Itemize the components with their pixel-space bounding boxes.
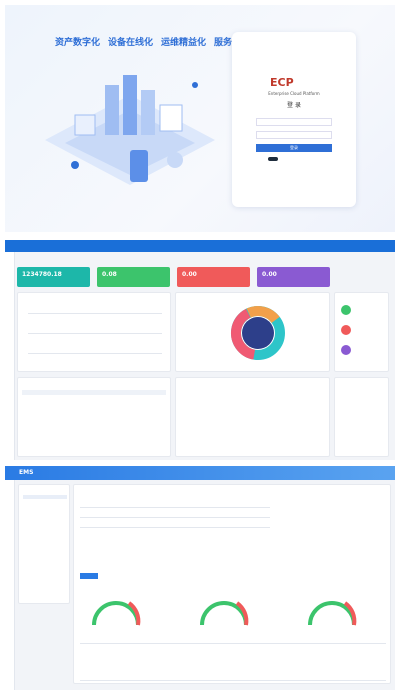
stat-value: 0.08 <box>102 271 117 278</box>
detail-panel <box>73 484 391 684</box>
stat-value: 0.00 <box>182 271 197 278</box>
line-panel <box>17 292 171 372</box>
top-bar <box>5 240 395 252</box>
info-panel <box>334 377 389 457</box>
calendar-panel <box>17 377 171 457</box>
tree-panel <box>18 484 70 604</box>
slogan: 设备在线化 <box>108 38 154 48</box>
sidebar <box>5 480 15 690</box>
stat-card: 0.08 <box>97 267 170 287</box>
ems-logo: EMS <box>19 469 34 476</box>
stat-card: 1234780.18 <box>17 267 90 287</box>
stat-value: 1234780.18 <box>22 271 62 278</box>
logo: ECP <box>270 76 294 89</box>
top-bar: EMS <box>5 466 395 480</box>
ems-screen: EMS <box>5 466 395 690</box>
slogan: 运维精益化 <box>161 38 207 48</box>
stat-value: 0.00 <box>262 271 277 278</box>
password-input[interactable] <box>256 131 332 139</box>
platform-name: Enterprise Cloud Platform <box>268 91 320 96</box>
login-title: 登 录 <box>287 102 301 109</box>
donut-panel <box>175 292 330 372</box>
slogan-row: 资产数字化 设备在线化 运维精益化 服务智能化 <box>55 35 259 48</box>
illustration <box>45 75 215 185</box>
legend-panel <box>334 292 389 372</box>
donut <box>230 306 285 360</box>
login-screen: 资产数字化 设备在线化 运维精益化 服务智能化 ECP Enterprise C… <box>5 5 395 232</box>
stat-card: 0.00 <box>177 267 250 287</box>
dashboard-screen: 1234780.18 0.08 0.00 0.00 <box>5 240 395 460</box>
slogan: 资产数字化 <box>55 38 101 48</box>
chart-panel <box>175 377 330 457</box>
login-card: ECP Enterprise Cloud Platform 登 录 登录 <box>232 32 356 207</box>
sidebar <box>5 252 15 460</box>
stat-card: 0.00 <box>257 267 330 287</box>
username-input[interactable] <box>256 118 332 126</box>
toggle[interactable] <box>268 157 278 161</box>
login-button[interactable]: 登录 <box>256 144 332 152</box>
gauges <box>92 601 357 626</box>
